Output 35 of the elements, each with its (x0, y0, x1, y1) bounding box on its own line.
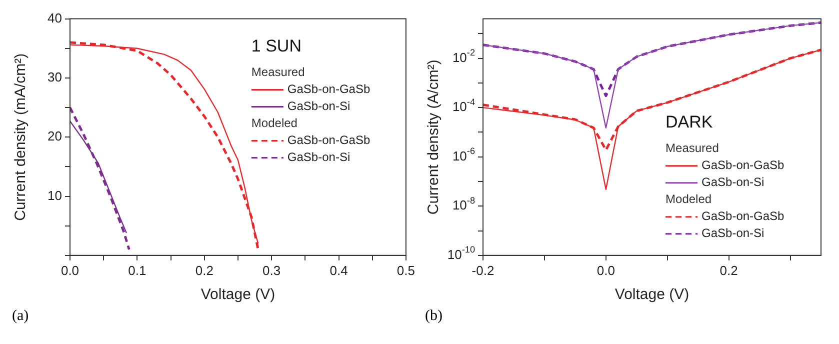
x-tick-label: 0.0 (596, 262, 615, 278)
legend-label: GaSb-on-GaSb (287, 133, 370, 148)
legend-label: GaSb-on-Si (287, 99, 350, 114)
x-tick-label: 0.2 (195, 262, 214, 278)
x-tick-label: -0.2 (472, 262, 494, 278)
legend-label: GaSb-on-Si (287, 150, 350, 164)
x-tick-label: 0.2 (720, 262, 738, 278)
x-axis-title: Voltage (V) (614, 286, 690, 304)
y-axis-title: Current density (mA/cm²) (12, 53, 30, 221)
y-tick-label: 30 (48, 70, 62, 85)
x-tick-label: 0.1 (128, 262, 146, 278)
line-series (483, 21, 821, 97)
legend-label: GaSb-on-Si (702, 226, 764, 240)
annotation: Modeled (251, 116, 298, 130)
y-tick-label: 40 (48, 10, 62, 26)
text: (b) (424, 308, 444, 325)
y-tick-label: 20 (48, 128, 62, 144)
annotation: Modeled (666, 192, 712, 206)
annotation: Measured (251, 65, 305, 80)
x-tick-label: 0.4 (330, 262, 348, 278)
x-tick-label: 0.3 (262, 262, 281, 278)
x-tick-label: 0.5 (396, 262, 416, 278)
legend-label: GaSb-on-GaSb (287, 82, 370, 96)
y-tick-label: 10 (48, 188, 62, 203)
legend-label: GaSb-on-Si (702, 175, 764, 190)
legend-label: GaSb-on-GaSb (702, 158, 785, 172)
annotation: 1 SUN (251, 36, 302, 56)
x-axis-title: Voltage (V) (200, 286, 276, 304)
annotation: Measured (666, 141, 719, 156)
y-axis-title: Current density (A/cm²) (425, 60, 442, 215)
line-series (70, 106, 130, 251)
x-tick-label: 0.0 (60, 262, 80, 278)
legend-label: GaSb-on-GaSb (702, 209, 785, 224)
annotation: DARK (666, 112, 714, 132)
text: (a) (11, 308, 30, 325)
